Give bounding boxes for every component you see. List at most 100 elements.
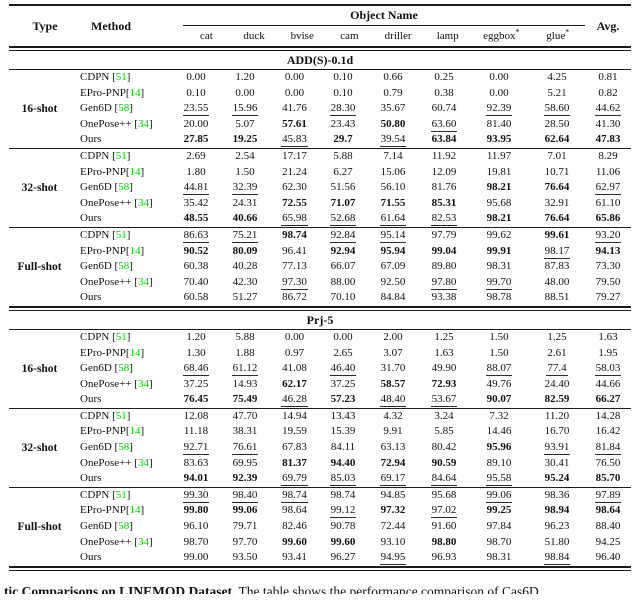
citation-link[interactable]: 58	[118, 181, 130, 194]
metric-value: 16.70	[544, 425, 570, 438]
metric-value: 81.40	[486, 117, 512, 130]
citation-link[interactable]: 58	[118, 362, 130, 375]
citation-link[interactable]: 34	[137, 535, 149, 548]
table-row: EPro-PNP[14] 0.10 0.00 0.00 0.10 0.79 0.38 0.00…	[70, 86, 631, 102]
citation-link[interactable]: 51	[115, 228, 127, 241]
metric-value: 88.40	[595, 520, 621, 533]
col-header-avg: Avg.	[596, 18, 620, 33]
citation-link[interactable]: 58	[118, 260, 130, 273]
section-separator-rule	[9, 305, 631, 311]
method-label: CDPN [51]	[80, 330, 131, 343]
citation-link[interactable]: 51	[115, 488, 127, 501]
citation-link[interactable]: 14	[129, 346, 141, 359]
method-label: EPro-PNP[14]	[80, 504, 145, 517]
metric-value: 90.59	[431, 456, 457, 469]
metric-value: 76.50	[595, 456, 621, 469]
citation-link[interactable]: 58	[118, 441, 130, 454]
table-row: Ours 60.58 51.27 86.72 70.10 84.84 93.38 98.78 8…	[70, 290, 631, 306]
metric-value: 84.84	[380, 291, 406, 304]
col-header-object-name: Object Name	[183, 6, 585, 26]
group-rows: CDPN [51] 99.30 98.40 98.74 98.74 94.85 95.68 9…	[70, 488, 631, 566]
metric-value: 99.60	[330, 535, 356, 548]
citation-link[interactable]: 58	[118, 520, 130, 533]
metric-value: 1.25	[434, 330, 454, 343]
metric-value: 97.80	[430, 275, 458, 290]
metric-value: 0.97	[284, 346, 305, 359]
citation-link[interactable]: 34	[137, 117, 149, 130]
col-header-method: Method	[91, 18, 131, 33]
metric-value: 2.65	[333, 346, 353, 359]
metric-value: 97.32	[380, 504, 406, 517]
metric-value: 2.00	[383, 330, 403, 343]
shot-group: Full-shot CDPN [51] 86.63 75.21 98.74 92.84 95…	[9, 228, 631, 306]
metric-value: 98.74	[281, 488, 308, 503]
metric-value: 69.95	[232, 456, 258, 469]
metric-value: 51.27	[232, 291, 258, 304]
method-label: CDPN [51]	[80, 149, 131, 162]
metric-value: 62.64	[544, 133, 570, 146]
citation-link[interactable]: 51	[115, 149, 127, 162]
table-row: OnePose++ [34] 20.00 5.07 57.61 23.43 50.80 63…	[70, 117, 631, 133]
citation-link[interactable]: 14	[129, 504, 141, 517]
metric-value: 15.06	[380, 165, 406, 178]
citation-link[interactable]: 34	[137, 456, 149, 469]
metric-value: 48.40	[379, 393, 407, 408]
citation-link[interactable]: 34	[137, 377, 149, 390]
metric-value: 75.49	[232, 393, 258, 406]
metric-value: 60.74	[431, 102, 457, 115]
metric-value: 98.70	[486, 535, 512, 548]
citation-link[interactable]: 34	[137, 275, 149, 288]
object-column-header: cam	[340, 30, 359, 42]
metric-value: 84.11	[330, 441, 356, 454]
object-column-header: bvise	[290, 30, 314, 42]
shot-group: Full-shot CDPN [51] 99.30 98.40 98.74 98.74 94…	[9, 488, 631, 566]
metric-value: 32.39	[231, 181, 259, 196]
citation-link[interactable]: 14	[129, 165, 141, 178]
table-row: CDPN [51] 86.63 75.21 98.74 92.84 95.14 97.79 9…	[70, 228, 631, 244]
caption-lead: tic Comparisons on LINEMOD Dataset.	[4, 583, 236, 594]
metric-value: 56.10	[380, 181, 406, 194]
metric-value: 99.80	[183, 504, 209, 517]
metric-value: 24.40	[544, 377, 570, 390]
method-label: OnePose++ [34]	[80, 456, 153, 469]
citation-link[interactable]: 58	[118, 102, 130, 115]
metric-value: 76.61	[231, 441, 259, 456]
metric-value: 1.63	[434, 346, 454, 359]
metric-value: 7.14	[383, 149, 403, 162]
group-rows: CDPN [51] 86.63 75.21 98.74 92.84 95.14 97.79 9…	[70, 228, 631, 306]
metric-value: 99.30	[182, 488, 210, 503]
metric-value: 61.10	[595, 196, 621, 209]
metric-value: 99.60	[282, 535, 307, 548]
metric-value: 47.83	[595, 133, 621, 146]
metric-value: 92.71	[182, 441, 210, 456]
metric-value: 88.51	[544, 291, 570, 304]
citation-link[interactable]: 51	[115, 330, 127, 343]
citation-link[interactable]: 14	[129, 425, 141, 438]
citation-link[interactable]: 51	[115, 409, 127, 422]
metric-value: 62.97	[594, 181, 622, 196]
metric-value: 96.23	[544, 520, 570, 533]
citation-link[interactable]: 14	[129, 86, 141, 99]
citation-link[interactable]: 51	[115, 71, 127, 83]
metric-value: 44.66	[595, 377, 621, 390]
metric-value: 5.88	[333, 149, 353, 162]
section-title-rule	[9, 328, 631, 330]
metric-value: 81.84	[594, 441, 622, 456]
citation-link[interactable]: 34	[137, 196, 149, 209]
metric-value: 67.83	[282, 441, 307, 454]
citation-link[interactable]: 14	[129, 244, 141, 257]
shot-group: 32-shot CDPN [51] 2.69 2.54 17.17 5.88 7.14 11.…	[9, 149, 631, 227]
metric-value: 98.70	[183, 535, 209, 548]
metric-value: 70.10	[330, 291, 356, 304]
method-label: CDPN [51]	[80, 409, 131, 422]
metric-value: 1.50	[489, 346, 509, 359]
metric-value: 92.39	[485, 102, 513, 117]
metric-value: 19.81	[486, 165, 512, 178]
metric-value: 19.59	[282, 425, 307, 438]
metric-value: 48.55	[183, 212, 209, 225]
method-label: EPro-PNP[14]	[80, 425, 145, 438]
metric-value: 79.71	[232, 520, 258, 533]
metric-value: 77.13	[282, 260, 307, 273]
table-row: CDPN [51] 99.30 98.40 98.74 98.74 94.85 95.68 9…	[70, 488, 631, 504]
table-row: Ours 48.55 40.66 65.98 52.68 61.64 82.53 98.21 7…	[70, 211, 631, 227]
